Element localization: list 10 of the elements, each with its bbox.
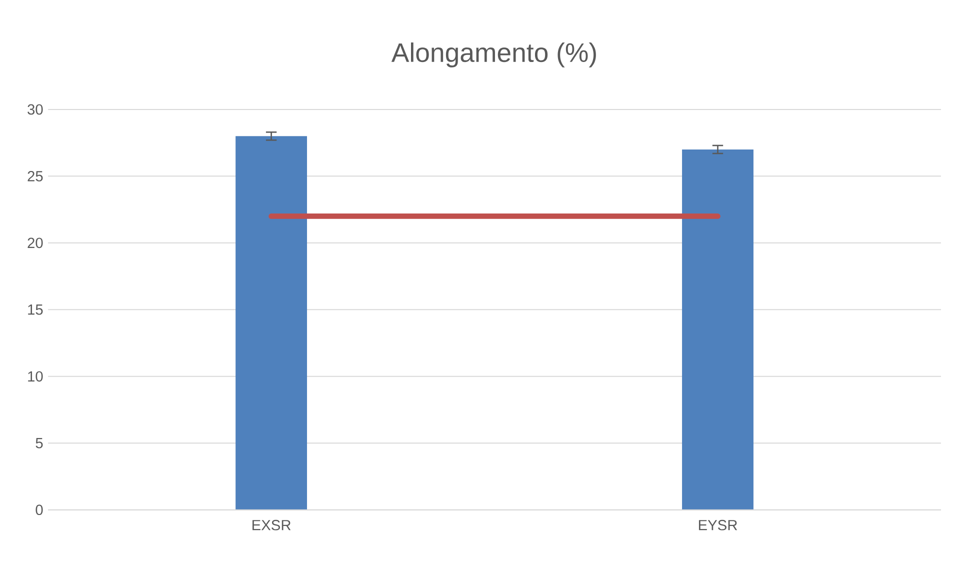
y-tick-label: 25 xyxy=(28,171,43,182)
y-tick-label: 15 xyxy=(28,304,43,315)
y-tick-label: 5 xyxy=(36,438,43,448)
y-tick-label: 0 xyxy=(36,504,43,516)
x-tick-label: EYSR xyxy=(698,520,738,531)
x-tick-label: EXSR xyxy=(252,520,291,531)
y-tick-label: 20 xyxy=(28,238,43,248)
y-tick-label: 10 xyxy=(28,371,43,382)
chart-title: Alongamento (%) xyxy=(391,42,596,68)
y-tick-label: 30 xyxy=(28,104,43,115)
